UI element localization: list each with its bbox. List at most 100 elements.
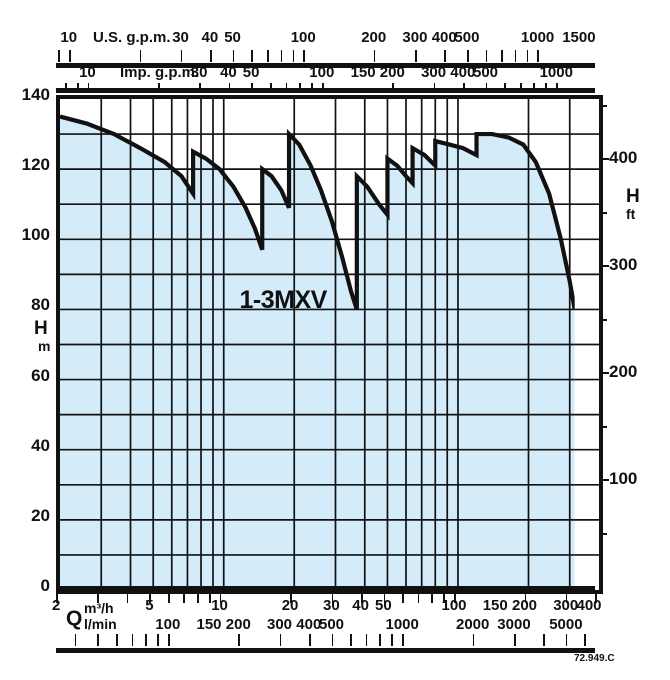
top-axis-1-label: 10: [60, 29, 78, 46]
top-axis-1-tick: [526, 50, 529, 62]
y-axis-right-unit: ft: [626, 206, 636, 222]
bottom-axis-2-tick: [157, 634, 159, 646]
top-axis-2-tick: [433, 83, 436, 93]
top-axis-1-tick: [485, 50, 488, 62]
top-axis-1-label: 50: [224, 29, 241, 46]
top-axis-2-label: 30: [190, 64, 208, 81]
bottom-axis-1-tick: [219, 592, 222, 603]
bottom-axis-1-tick: [360, 592, 363, 603]
bottom-axis-1-tick: [383, 592, 386, 603]
bottom-axis-2-tick: [167, 634, 170, 646]
bottom-axis-1-label: 100: [441, 597, 467, 614]
bottom-axis-1-tick: [56, 592, 58, 603]
y-axis-right-minor-tick: [600, 318, 607, 321]
bottom-axis-2-label: 3000: [497, 616, 531, 633]
top-axis-1-tick: [139, 50, 142, 62]
top-axis-2-tick: [311, 83, 313, 93]
top-axis-1-tick: [266, 50, 269, 62]
bottom-axis-2-tick: [97, 634, 99, 646]
top-axis-2-tick: [251, 83, 254, 93]
top-axis-2-label: 10: [79, 64, 96, 81]
top-axis-1-label: 300: [402, 29, 428, 46]
y-axis-right-minor-tick: [600, 211, 607, 214]
bottom-axis-unit-m3h: m³/h: [84, 600, 114, 616]
top-axis-2-label: 500: [473, 64, 499, 81]
top-axis-2-label: 50: [242, 64, 260, 81]
top-axis-2-tick: [76, 83, 79, 93]
y-axis-left-tick: 100: [21, 225, 50, 245]
bottom-axis-2-tick: [513, 634, 516, 646]
y-axis-right-tick: 400: [609, 148, 638, 168]
top-axis-2-label: 100: [309, 64, 335, 81]
bottom-axis-symbol-q: Q: [66, 607, 83, 630]
y-axis-right-minor-tick: [600, 265, 607, 268]
bottom-axis-1-tick: [417, 592, 420, 603]
y-axis-left-tick: 140: [21, 85, 50, 104]
bottom-axis-1-tick: [209, 592, 211, 603]
top-axis-1-tick: [414, 50, 417, 62]
bottom-axis-2-tick: [74, 634, 77, 646]
bottom-axis-2-tick: [131, 634, 134, 646]
top-axis-2-tick: [392, 83, 395, 93]
top-axis-2-label: 400: [450, 64, 476, 81]
top-axis-1-tick: [58, 50, 60, 62]
bottom-axis-2-label: 150: [196, 616, 222, 633]
bottom-axis-2-tick: [584, 634, 587, 646]
top-axis-2-tick: [519, 83, 522, 93]
y-axis-right-minor-tick: [600, 104, 607, 107]
y-axis-left-symbol: H: [34, 318, 48, 339]
bottom-axis-2-tick: [565, 634, 568, 646]
y-axis-right-tick: 300: [609, 255, 638, 275]
bottom-axis-2-tick: [308, 634, 311, 646]
bottom-axis-1-tick: [197, 592, 199, 603]
y-axis-right-minor-tick: [600, 425, 607, 428]
chart-model-label: 1-3MXV: [239, 286, 328, 315]
bottom-axis-1-label: 40: [352, 597, 369, 614]
top-axis-2-tick: [485, 83, 488, 93]
top-axis-2-tick: [228, 83, 231, 93]
bottom-axis-2-bar: [56, 648, 595, 653]
bottom-axis-1-label: 2: [52, 597, 61, 614]
top-axis-2-tick: [199, 83, 202, 93]
bottom-axis-2-tick: [331, 634, 334, 646]
bottom-axis-unit-lmin: l/min: [84, 616, 117, 632]
y-axis-right-tick: 200: [609, 362, 638, 382]
bottom-axis-1-tick: [331, 592, 334, 603]
top-axis-2-label: 1000: [539, 64, 573, 81]
top-axis-2-tick: [556, 83, 558, 93]
y-axis-right-minor-tick: [600, 479, 607, 482]
top-axis-2-tick: [299, 83, 301, 93]
bottom-axis-1-tick: [149, 592, 151, 603]
top-axis-2-tick: [533, 83, 536, 93]
y-axis-right-minor-tick: [600, 372, 607, 375]
bottom-axis-1-tick: [524, 592, 527, 603]
bottom-axis-1-tick: [595, 592, 597, 603]
y-axis-left-tick: 60: [31, 365, 50, 385]
performance-envelope-svg: [60, 99, 599, 590]
y-axis-left-tick: 20: [31, 505, 50, 525]
bottom-axis-2-label: 200: [225, 616, 251, 633]
top-axis-1-tick: [444, 50, 446, 62]
top-axis-1-label: 40: [201, 29, 219, 46]
plot-inner: [60, 99, 599, 590]
y-axis-left-tick: 120: [21, 155, 50, 175]
top-axis-1-tick: [251, 50, 253, 62]
bottom-axis-1-tick: [443, 592, 446, 603]
top-axis-1-tick: [232, 50, 235, 62]
bottom-axis-2-label: 400: [296, 616, 322, 633]
bottom-axis-1-label: 400: [576, 597, 602, 614]
bottom-axis-2-tick: [350, 634, 352, 646]
top-axis-1-tick: [280, 50, 283, 62]
top-axis-1-label: 400: [431, 29, 457, 46]
bottom-axis-1-label: 5: [145, 597, 154, 614]
y-axis-left-tick: 40: [31, 435, 50, 455]
bottom-axis-2-tick: [379, 634, 382, 646]
y-axis-right-minor-tick: [600, 532, 607, 535]
bottom-axis-1-label: 200: [512, 597, 538, 614]
top-axis-1-bar: [56, 63, 595, 68]
bottom-axis-2-tick: [472, 634, 475, 646]
top-axis-2-bar: [56, 88, 595, 93]
top-axis-2-tick: [87, 83, 90, 93]
bottom-axis-2-label: 500: [319, 616, 345, 633]
